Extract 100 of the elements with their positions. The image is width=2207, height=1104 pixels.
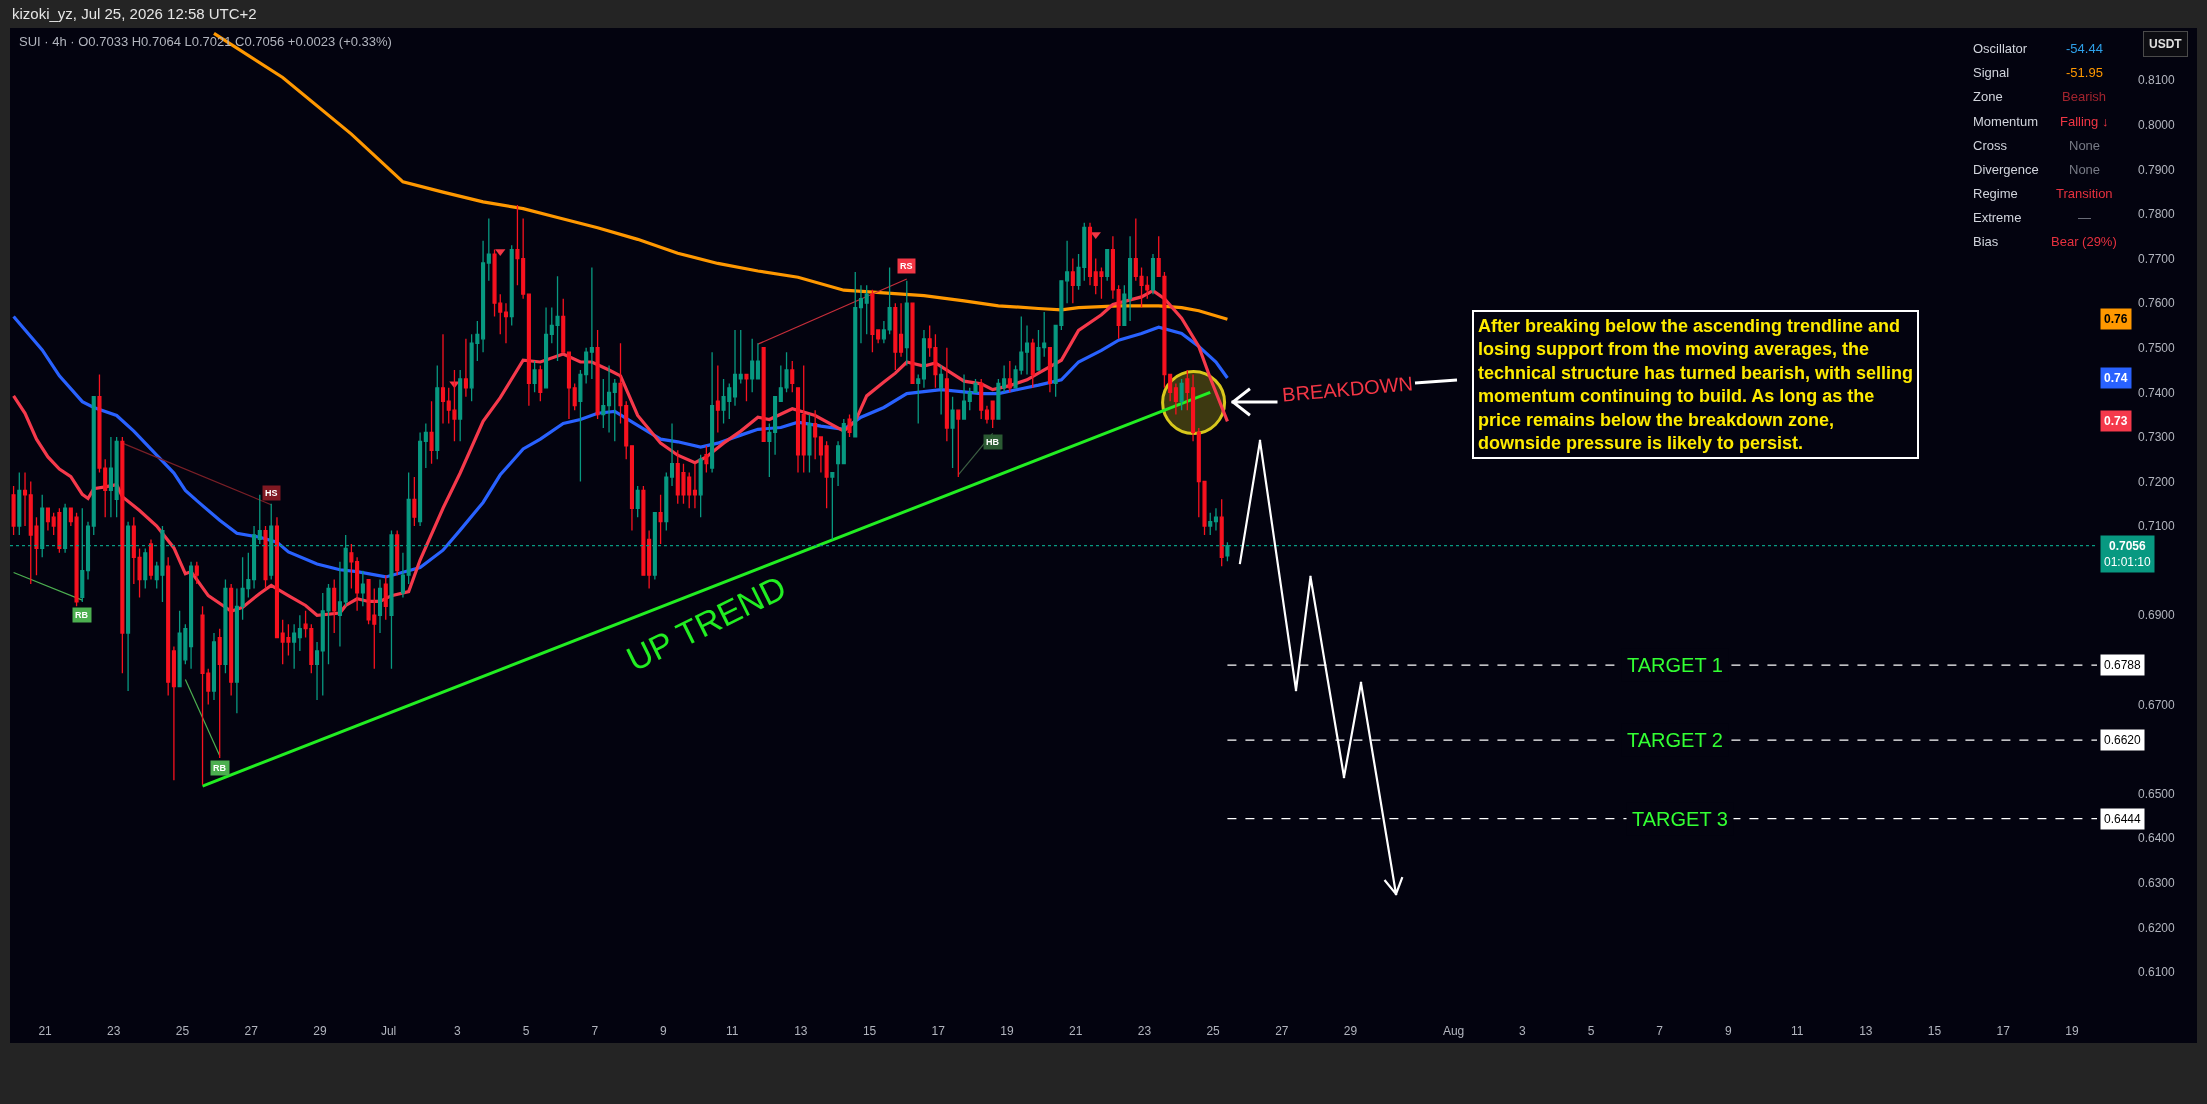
candlestick (795, 387, 801, 474)
annotation: — (2078, 210, 2091, 225)
annotation: -51.95 (2066, 65, 2103, 80)
candlestick (1007, 360, 1012, 393)
candlestick (916, 373, 921, 425)
candlestick (801, 364, 806, 474)
annotation: Extreme (1973, 210, 2022, 225)
candlestick (435, 364, 440, 460)
annotation: Oscillator (1973, 41, 2028, 56)
ref-line-label: 0.7056 01:01:10 (2104, 539, 2152, 569)
candlestick (572, 382, 577, 411)
x-tick-label: 17 (931, 1024, 946, 1038)
text: USDT (2149, 37, 2183, 51)
candlestick (578, 369, 583, 483)
candlestick (503, 302, 509, 344)
candlestick (566, 351, 572, 420)
candlestick (824, 440, 829, 509)
candlestick (274, 516, 280, 639)
candlestick (412, 476, 417, 527)
candlestick (647, 529, 652, 590)
candlestick (263, 525, 268, 590)
candlestick (961, 373, 967, 420)
candlestick (1150, 253, 1156, 295)
candlestick (1024, 324, 1030, 376)
candlestick (698, 454, 703, 518)
y-tick-label: 0.7900 (2138, 162, 2176, 177)
x-tick-label: 21 (38, 1024, 53, 1038)
x-tick-label: 15 (862, 1024, 877, 1038)
candlestick (360, 570, 365, 607)
annotation: RB (213, 763, 227, 773)
candlestick (984, 405, 989, 425)
x-tick-label: 3 (453, 1024, 461, 1038)
y-tick-label: 0.8100 (2138, 73, 2176, 88)
candlestick (395, 529, 400, 576)
candlestick (481, 240, 486, 353)
x-tick-label: 3 (1518, 1024, 1526, 1038)
candlestick (355, 556, 360, 612)
candlestick (166, 556, 171, 697)
candlestick (91, 396, 96, 536)
candlestick (818, 436, 823, 474)
candlestick (486, 217, 491, 282)
annotation: BREAKDOWN (1281, 372, 1414, 406)
candlestick (876, 329, 881, 344)
candlestick (1191, 373, 1196, 443)
x-tick-label: 5 (1587, 1024, 1595, 1038)
candlestick (939, 364, 944, 416)
y-tick-label: 0.6300 (2138, 876, 2176, 891)
candlestick (1002, 364, 1007, 393)
candlestick (767, 422, 772, 478)
candlestick (108, 436, 113, 518)
text: 0.74 (2104, 371, 2128, 385)
candlestick (463, 338, 468, 398)
candlestick (429, 400, 434, 465)
annotation: TARGET 1 (1627, 654, 1723, 676)
candlestick (189, 561, 194, 670)
candlestick (1208, 512, 1213, 536)
candlestick (17, 471, 22, 536)
candlestick (836, 440, 841, 487)
annotation: HS (265, 488, 278, 498)
candlestick (606, 364, 612, 434)
candlestick (1168, 373, 1173, 402)
y-tick-label: 0.8000 (2138, 117, 2176, 132)
candlestick (710, 351, 715, 474)
candlestick (1065, 240, 1070, 304)
annotation: Bear (29%) (2051, 234, 2117, 249)
candlestick (120, 436, 125, 674)
candlestick (45, 507, 50, 532)
y-tick-label: 0.6900 (2138, 608, 2176, 623)
candlestick (292, 623, 297, 670)
candlestick (22, 471, 28, 527)
x-tick-label: 23 (1137, 1024, 1152, 1038)
annotation: Cross (1973, 138, 2008, 153)
candlestick (418, 431, 423, 527)
x-tick-label: 29 (313, 1024, 327, 1038)
y-tick-label: 0.6700 (2138, 697, 2176, 712)
annotation: Divergence (1973, 162, 2039, 177)
candlestick (755, 342, 760, 380)
annotation: TARGET 3 (1632, 808, 1728, 830)
candlestick (515, 204, 520, 286)
candlestick (589, 266, 594, 380)
candlestick (229, 583, 234, 697)
candlestick (1116, 284, 1121, 340)
candlestick (337, 561, 342, 648)
candlestick (996, 378, 1001, 420)
x-tick-label: 23 (107, 1024, 121, 1038)
annotation: Signal (1973, 65, 2010, 80)
annotation: Regime (1973, 186, 2018, 201)
candlestick (458, 369, 463, 443)
candlestick (509, 244, 514, 327)
candlestick (629, 445, 634, 532)
candlestick (234, 587, 239, 715)
candlestick (773, 396, 778, 456)
ref-line-label: 0.6788 (2104, 658, 2142, 672)
x-tick-label: 29 (1343, 1024, 1358, 1038)
candlestick (74, 512, 79, 607)
x-tick-label: 21 (1069, 1024, 1083, 1038)
chart-title: kizoki_yz, Jul 25, 2026 12:58 UTC+2 (12, 5, 257, 22)
candlestick (544, 306, 549, 389)
candlestick (853, 271, 858, 438)
candlestick (1219, 498, 1224, 567)
